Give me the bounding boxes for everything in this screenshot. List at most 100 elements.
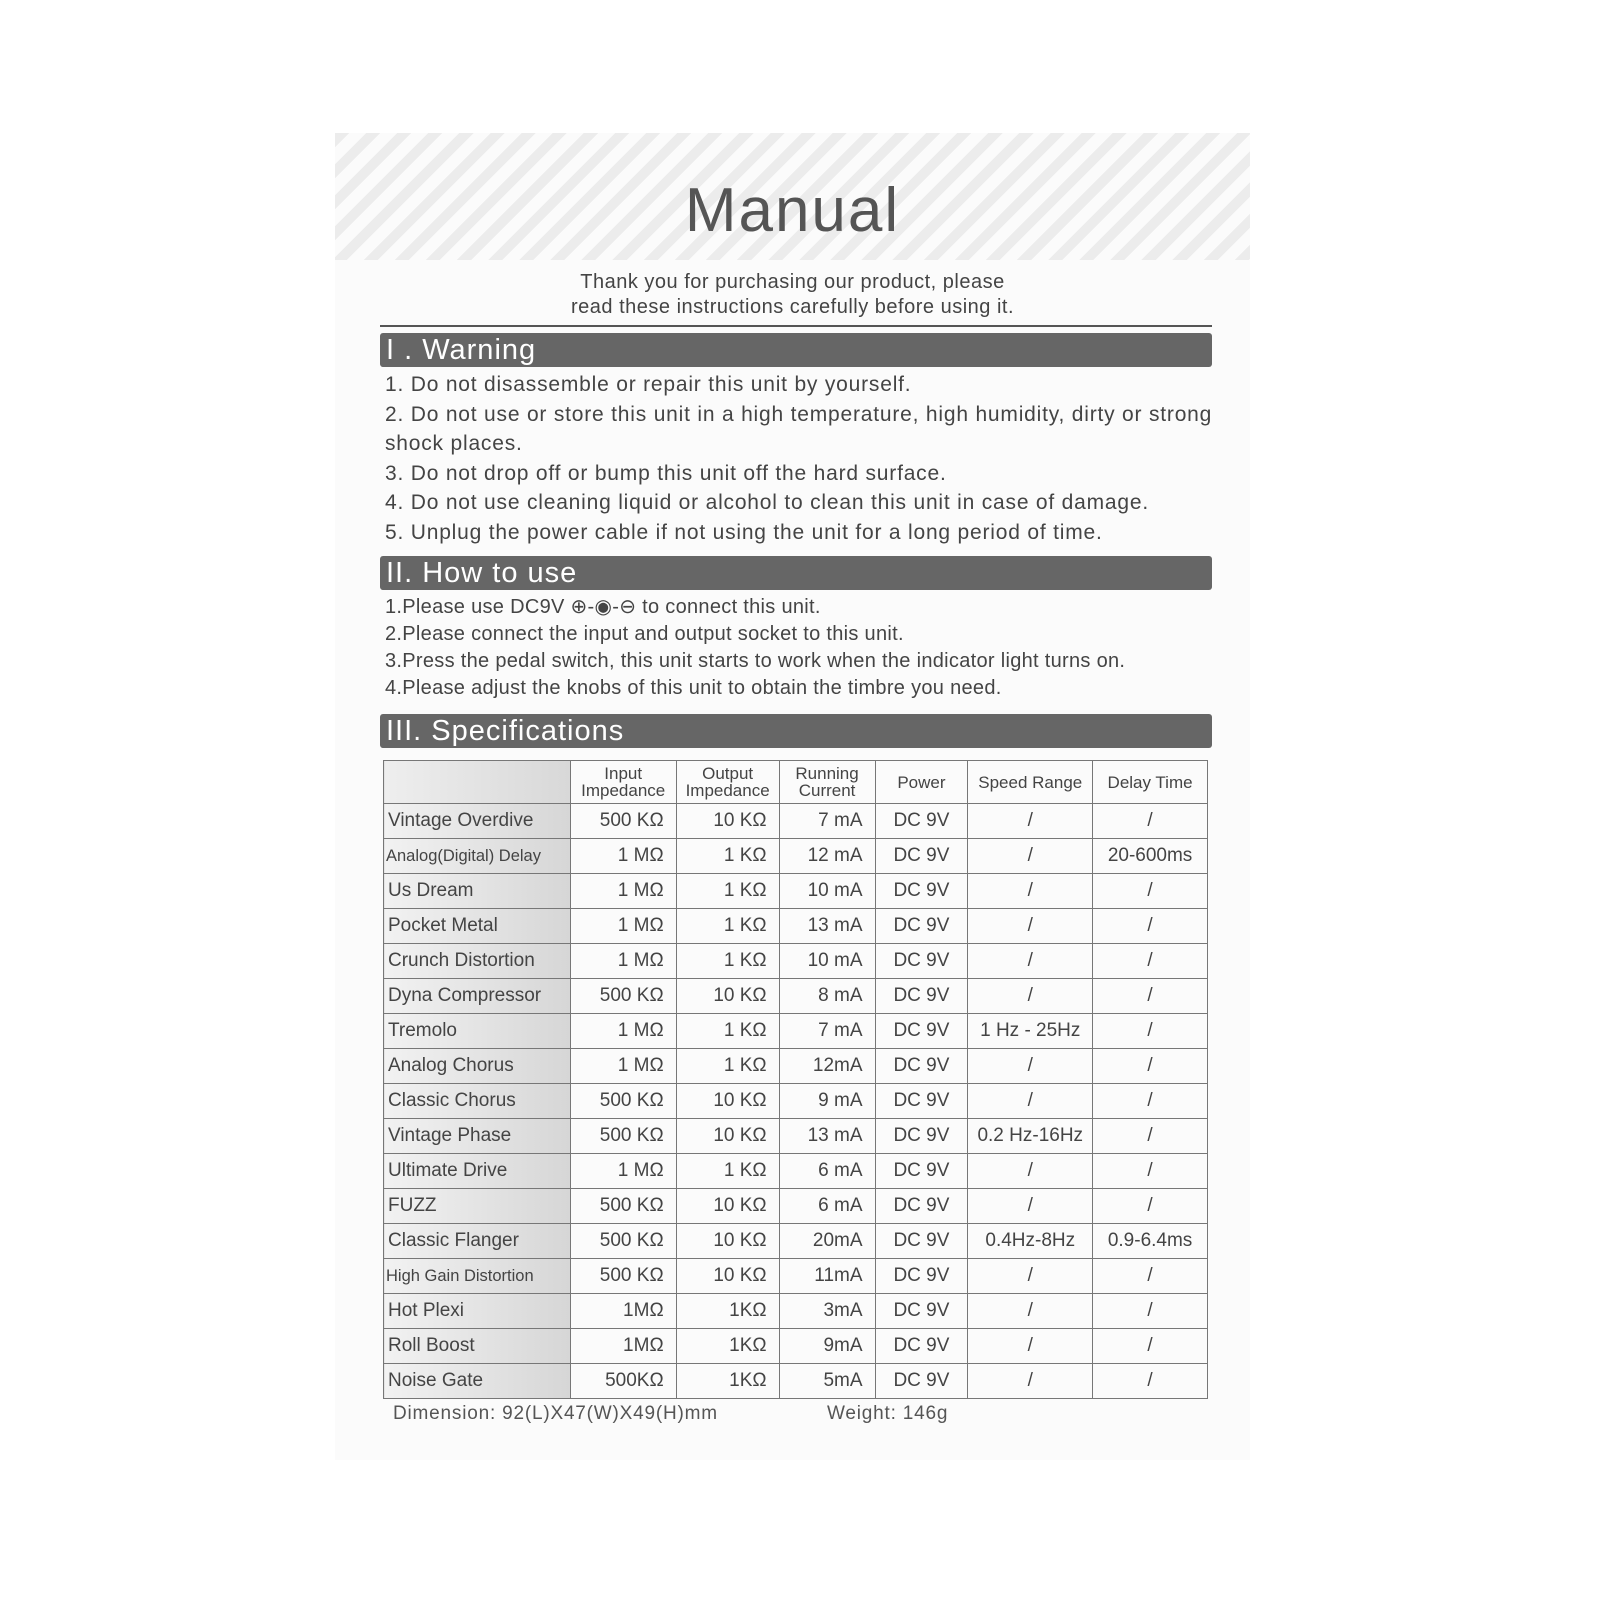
spec-cell: DC 9V bbox=[874, 873, 969, 909]
spec-cell: / bbox=[967, 1258, 1094, 1294]
column-header: Delay Time bbox=[1092, 760, 1208, 804]
spec-cell: DC 9V bbox=[874, 1223, 969, 1259]
spec-cell: 10 KΩ bbox=[675, 978, 780, 1014]
spec-cell: 8 mA bbox=[778, 978, 876, 1014]
spec-cell: 1 KΩ bbox=[675, 1048, 780, 1084]
spec-cell: 0.4Hz-8Hz bbox=[967, 1223, 1094, 1259]
column-header: Power bbox=[874, 760, 969, 804]
spec-cell: DC 9V bbox=[874, 1363, 969, 1399]
spec-cell: 1 KΩ bbox=[675, 908, 780, 944]
section-heading-how-to-use: II. How to use bbox=[380, 556, 1212, 590]
table-row: Analog Chorus 1 MΩ 1 KΩ 12mA DC 9V / / bbox=[383, 1048, 1208, 1084]
spec-cell: 1 MΩ bbox=[569, 838, 677, 874]
intro-text: Thank you for purchasing our product, pl… bbox=[571, 271, 1014, 318]
column-header: Speed Range bbox=[967, 760, 1094, 804]
spec-cell: 1 KΩ bbox=[675, 1153, 780, 1189]
spec-cell: / bbox=[1092, 803, 1208, 839]
spec-cell: / bbox=[967, 1328, 1094, 1364]
product-name-cell: Analog Chorus bbox=[383, 1048, 571, 1084]
spec-cell: 500 KΩ bbox=[569, 1258, 677, 1294]
spec-cell: 1 KΩ bbox=[675, 943, 780, 979]
spec-cell: DC 9V bbox=[874, 943, 969, 979]
spec-cell: / bbox=[967, 1188, 1094, 1224]
column-header: Output Impedance bbox=[675, 760, 780, 804]
table-row: Vintage Overdive 500 KΩ 10 KΩ 7 mA DC 9V / / bbox=[383, 803, 1208, 839]
spec-cell: 500 KΩ bbox=[569, 1083, 677, 1119]
spec-cell: 500 KΩ bbox=[569, 1118, 677, 1154]
list-item: 4.Please adjust the knobs of this unit t… bbox=[385, 677, 1002, 699]
how-to-use-list: 1.Please use DC9V ⊕-◉-⊖ to connect this … bbox=[385, 594, 1225, 702]
spec-cell: 7 mA bbox=[778, 803, 876, 839]
table-row: High Gain Distortion 500 KΩ 10 KΩ 11mA DC 9V… bbox=[383, 1258, 1208, 1294]
spec-cell: 1 MΩ bbox=[569, 943, 677, 979]
spec-cell: 10 mA bbox=[778, 873, 876, 909]
spec-cell: / bbox=[967, 1048, 1094, 1084]
spec-cell: 20mA bbox=[778, 1223, 876, 1259]
column-header: Input Impedance bbox=[569, 760, 677, 804]
spec-cell: / bbox=[1092, 1013, 1208, 1049]
spec-cell: 1 MΩ bbox=[569, 1153, 677, 1189]
dimension-text: Dimension: 92(L)X47(W)X49(H)mm bbox=[393, 1403, 718, 1424]
product-name-cell: Vintage Phase bbox=[383, 1118, 571, 1154]
spec-cell: 13 mA bbox=[778, 1118, 876, 1154]
table-row: Classic Chorus 500 KΩ 10 KΩ 9 mA DC 9V / / bbox=[383, 1083, 1208, 1119]
spec-cell: / bbox=[967, 908, 1094, 944]
spec-cell: / bbox=[1092, 908, 1208, 944]
striped-header-band bbox=[335, 133, 1250, 260]
spec-cell: 13 mA bbox=[778, 908, 876, 944]
spec-cell: 1 MΩ bbox=[569, 1013, 677, 1049]
spec-cell: / bbox=[967, 803, 1094, 839]
spec-cell: / bbox=[967, 1363, 1094, 1399]
spec-cell: 500 KΩ bbox=[569, 803, 677, 839]
table-row: Analog(Digital) Delay 1 MΩ 1 KΩ 12 mA DC 9V /… bbox=[383, 838, 1208, 874]
spec-cell: 1 MΩ bbox=[569, 1048, 677, 1084]
spec-cell: 1MΩ bbox=[569, 1293, 677, 1329]
table-row: Crunch Distortion 1 MΩ 1 KΩ 10 mA DC 9V / / bbox=[383, 943, 1208, 979]
spec-cell: / bbox=[1092, 1118, 1208, 1154]
spec-cell: 1MΩ bbox=[569, 1328, 677, 1364]
spec-cell: DC 9V bbox=[874, 838, 969, 874]
product-name-cell: Classic Flanger bbox=[383, 1223, 571, 1259]
spec-cell: / bbox=[967, 943, 1094, 979]
spec-cell: DC 9V bbox=[874, 1188, 969, 1224]
spec-cell: DC 9V bbox=[874, 1083, 969, 1119]
spec-cell: 20-600ms bbox=[1092, 838, 1208, 874]
table-row: Classic Flanger 500 KΩ 10 KΩ 20mA DC 9V 0.4Hz… bbox=[383, 1223, 1208, 1259]
spec-cell: 9 mA bbox=[778, 1083, 876, 1119]
list-item: 3. Do not drop off or bump this unit off… bbox=[385, 461, 947, 485]
manual-sheet: Manual Thank you for purchasing our prod… bbox=[335, 133, 1250, 1460]
spec-cell: / bbox=[967, 978, 1094, 1014]
weight-text: Weight: 146g bbox=[827, 1403, 949, 1424]
product-name-cell: Pocket Metal bbox=[383, 908, 571, 944]
page-title: Manual bbox=[684, 176, 901, 245]
spec-cell: DC 9V bbox=[874, 1013, 969, 1049]
list-item: 2. Do not use or store this unit in a hi… bbox=[385, 402, 1213, 456]
spec-cell: 1 KΩ bbox=[675, 1013, 780, 1049]
spec-cell: DC 9V bbox=[874, 803, 969, 839]
spec-cell: 5mA bbox=[778, 1363, 876, 1399]
warning-list: 1. Do not disassemble or repair this uni… bbox=[385, 370, 1225, 547]
spec-cell: 1KΩ bbox=[675, 1293, 780, 1329]
spec-cell: 10 KΩ bbox=[675, 1223, 780, 1259]
spec-cell: / bbox=[1092, 1293, 1208, 1329]
spec-cell: DC 9V bbox=[874, 1293, 969, 1329]
table-row: Pocket Metal 1 MΩ 1 KΩ 13 mA DC 9V / / bbox=[383, 908, 1208, 944]
table-row: Hot Plexi 1MΩ 1KΩ 3mA DC 9V / / bbox=[383, 1293, 1208, 1329]
spec-cell: / bbox=[1092, 943, 1208, 979]
spec-cell: 500KΩ bbox=[569, 1363, 677, 1399]
spec-cell: / bbox=[1092, 978, 1208, 1014]
section-heading-specifications: III. Specifications bbox=[380, 714, 1212, 748]
spec-cell: 7 mA bbox=[778, 1013, 876, 1049]
product-name-cell: Noise Gate bbox=[383, 1363, 571, 1399]
spec-cell: / bbox=[967, 1083, 1094, 1119]
spec-cell: 1 KΩ bbox=[675, 873, 780, 909]
spec-cell: / bbox=[967, 873, 1094, 909]
table-row: FUZZ 500 KΩ 10 KΩ 6 mA DC 9V / / bbox=[383, 1188, 1208, 1224]
spec-cell: / bbox=[1092, 1188, 1208, 1224]
spec-cell: 12 mA bbox=[778, 838, 876, 874]
spec-cell: DC 9V bbox=[874, 1258, 969, 1294]
section-heading-warning: I . Warning bbox=[380, 333, 1212, 367]
product-name-cell: Vintage Overdive bbox=[383, 803, 571, 839]
spec-cell: 0.9-6.4ms bbox=[1092, 1223, 1208, 1259]
table-row: Noise Gate 500KΩ 1KΩ 5mA DC 9V / / bbox=[383, 1363, 1208, 1399]
